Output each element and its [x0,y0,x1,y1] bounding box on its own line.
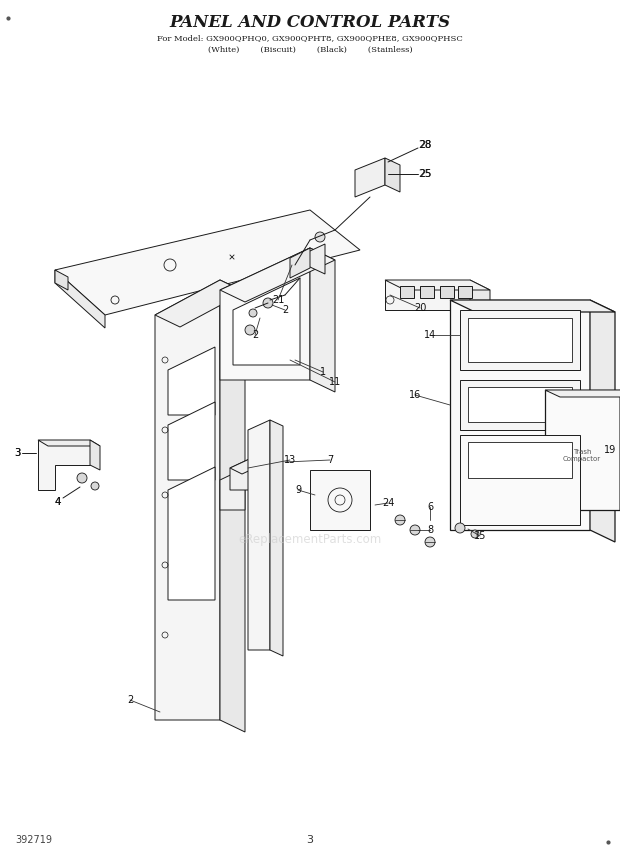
Text: 2: 2 [252,330,258,340]
Polygon shape [385,158,400,192]
Polygon shape [168,467,215,600]
Polygon shape [460,310,580,370]
Circle shape [410,525,420,535]
Polygon shape [460,435,580,525]
Polygon shape [55,210,360,315]
Polygon shape [385,280,470,310]
Polygon shape [545,390,620,510]
Circle shape [245,325,255,335]
Text: 15: 15 [474,531,486,541]
Polygon shape [450,300,590,530]
Circle shape [395,515,405,525]
Polygon shape [470,280,490,320]
Polygon shape [155,280,245,327]
Polygon shape [220,468,245,510]
Text: PANEL AND CONTROL PARTS: PANEL AND CONTROL PARTS [169,14,451,31]
Polygon shape [168,347,215,415]
Polygon shape [220,248,335,302]
Polygon shape [168,402,215,480]
Circle shape [91,482,99,490]
Circle shape [263,298,273,308]
Text: 25: 25 [418,169,432,179]
Polygon shape [385,280,490,290]
Circle shape [77,473,87,483]
Text: 4: 4 [55,497,61,507]
Text: For Model: GX900QPHQ0, GX900QPHT8, GX900QPHE8, GX900QPHSC: For Model: GX900QPHQ0, GX900QPHT8, GX900… [157,34,463,42]
Text: 16: 16 [409,390,421,400]
Polygon shape [545,390,620,397]
Text: 24: 24 [382,498,394,508]
Polygon shape [258,455,270,496]
Polygon shape [55,270,68,290]
Polygon shape [270,420,283,656]
Polygon shape [155,280,220,720]
Polygon shape [248,420,270,650]
Polygon shape [460,380,580,430]
Text: 21: 21 [272,295,284,305]
Text: 13: 13 [284,455,296,465]
Circle shape [455,523,465,533]
Polygon shape [90,440,100,470]
Text: 20: 20 [414,303,426,313]
Text: 28: 28 [418,140,432,150]
Polygon shape [295,244,325,274]
Text: 9: 9 [295,485,301,495]
Polygon shape [38,440,100,446]
Text: 6: 6 [427,502,433,512]
Polygon shape [450,300,615,312]
Text: 2: 2 [282,305,288,315]
Text: 14: 14 [424,330,436,340]
Text: 1: 1 [320,367,326,377]
Text: 28: 28 [419,140,431,150]
Polygon shape [420,286,434,298]
Polygon shape [220,280,245,732]
Circle shape [471,530,479,538]
Text: 4: 4 [55,497,61,507]
Polygon shape [230,455,270,474]
Text: 3: 3 [14,448,20,458]
Polygon shape [220,248,310,380]
Polygon shape [468,442,572,478]
Text: eReplacementParts.com: eReplacementParts.com [238,533,382,546]
Text: (White)        (Biscuit)        (Black)        (Stainless): (White) (Biscuit) (Black) (Stainless) [208,46,412,54]
Text: 25: 25 [418,169,432,179]
Text: 8: 8 [427,525,433,535]
Text: 19: 19 [604,445,616,455]
Text: 7: 7 [327,455,333,465]
Polygon shape [230,455,258,490]
Polygon shape [55,270,105,328]
Circle shape [315,232,325,242]
Polygon shape [310,470,370,530]
Polygon shape [468,318,572,362]
Circle shape [249,309,257,317]
Text: 3: 3 [306,835,314,845]
Polygon shape [233,278,300,365]
Text: 11: 11 [329,377,341,387]
Circle shape [425,537,435,547]
Text: Trash
Compactor: Trash Compactor [563,449,601,461]
Polygon shape [310,248,335,392]
Polygon shape [590,300,615,542]
Polygon shape [468,387,572,422]
Polygon shape [400,286,414,298]
Polygon shape [355,158,385,197]
Polygon shape [458,286,472,298]
Polygon shape [38,440,90,490]
Text: 392719: 392719 [15,835,52,845]
Text: 3: 3 [14,448,20,458]
Polygon shape [290,248,310,278]
Text: 2: 2 [127,695,133,705]
Polygon shape [440,286,454,298]
